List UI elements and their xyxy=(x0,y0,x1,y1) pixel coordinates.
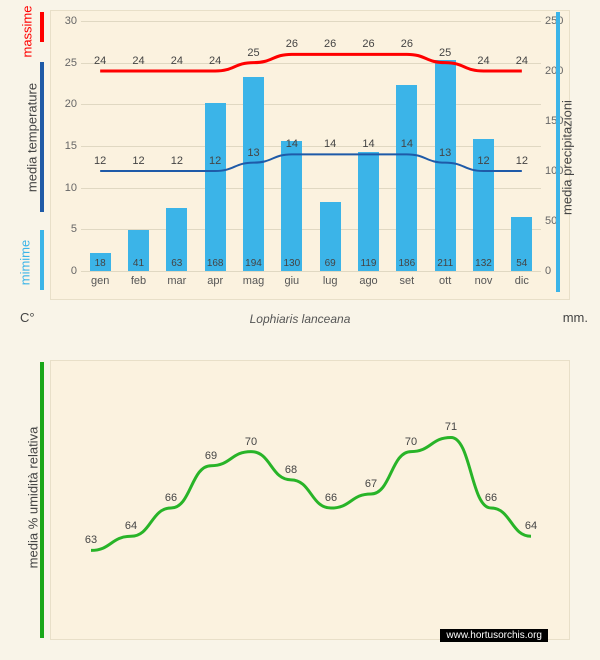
label-temperature: media temperature xyxy=(25,68,40,208)
line_min-value: 13 xyxy=(247,147,259,159)
line_max-value: 24 xyxy=(171,55,183,67)
line_min-value: 12 xyxy=(132,155,144,167)
label-massime: massime xyxy=(20,0,35,67)
ytick-left: 15 xyxy=(57,140,77,152)
month-tick: ago xyxy=(359,275,377,287)
line_max-value: 25 xyxy=(247,47,259,59)
climate-plot: 05101520253005010015020025018gen41feb63m… xyxy=(81,21,541,271)
line_min-value: 12 xyxy=(171,155,183,167)
line_max-value: 26 xyxy=(401,38,413,50)
line_min-value: 14 xyxy=(324,138,336,150)
humidity-value: 66 xyxy=(325,492,337,504)
ytick-left: 30 xyxy=(57,15,77,27)
sidebar-temperature xyxy=(40,62,44,212)
line_max-value: 26 xyxy=(324,38,336,50)
line_max-value: 24 xyxy=(477,55,489,67)
line_min-value: 12 xyxy=(94,155,106,167)
lines-overlay xyxy=(81,21,541,271)
month-tick: ott xyxy=(439,275,451,287)
humidity-value: 64 xyxy=(525,520,537,532)
line_max-value: 26 xyxy=(286,38,298,50)
line_min-value: 13 xyxy=(439,147,451,159)
humidity-value: 71 xyxy=(445,421,457,433)
month-tick: lug xyxy=(323,275,338,287)
month-tick: nov xyxy=(475,275,493,287)
sidebar-massime xyxy=(40,12,44,42)
month-tick: giu xyxy=(284,275,299,287)
humidity-value: 69 xyxy=(205,450,217,462)
month-tick: dic xyxy=(515,275,529,287)
line_min-value: 14 xyxy=(401,138,413,150)
humidity-overlay xyxy=(71,381,551,621)
line_min-value: 12 xyxy=(516,155,528,167)
label-humidity: media % umidità relativa xyxy=(26,413,41,583)
humidity-value: 64 xyxy=(125,520,137,532)
line_max-value: 25 xyxy=(439,47,451,59)
humidity-plot: 63 64 66 69 70 68 66 67 70 71 66 64 xyxy=(71,381,551,621)
species-caption: Lophiaris lanceana xyxy=(0,312,600,326)
ytick-left: 0 xyxy=(57,265,77,277)
humidity-line xyxy=(91,437,531,550)
label-minime: mimime xyxy=(18,233,33,293)
line_min-value: 12 xyxy=(209,155,221,167)
month-tick: gen xyxy=(91,275,109,287)
climate-chart-panel: 05101520253005010015020025018gen41feb63m… xyxy=(50,10,570,300)
line_max-value: 24 xyxy=(209,55,221,67)
month-tick: feb xyxy=(131,275,146,287)
month-tick: set xyxy=(399,275,414,287)
humidity-value: 63 xyxy=(85,534,97,546)
humidity-value: 70 xyxy=(405,436,417,448)
humidity-value: 68 xyxy=(285,464,297,476)
ytick-left: 10 xyxy=(57,182,77,194)
humidity-value: 67 xyxy=(365,478,377,490)
humidity-value: 66 xyxy=(165,492,177,504)
ytick-left: 25 xyxy=(57,57,77,69)
month-tick: mar xyxy=(167,275,186,287)
line_min-value: 14 xyxy=(362,138,374,150)
humidity-value: 70 xyxy=(245,436,257,448)
line_min-value: 12 xyxy=(477,155,489,167)
ytick-left: 5 xyxy=(57,223,77,235)
credit-badge: www.hortusorchis.org xyxy=(440,629,548,642)
line_min-line xyxy=(100,154,522,171)
sidebar-minime xyxy=(40,230,44,290)
line_max-value: 24 xyxy=(516,55,528,67)
ytick-left: 20 xyxy=(57,98,77,110)
line_max-value: 24 xyxy=(132,55,144,67)
line_max-line xyxy=(100,54,522,71)
month-tick: mag xyxy=(243,275,264,287)
line_max-value: 26 xyxy=(362,38,374,50)
sidebar-humidity xyxy=(40,362,44,638)
line_min-value: 14 xyxy=(286,138,298,150)
humidity-value: 66 xyxy=(485,492,497,504)
label-precip: media precipitazioni xyxy=(560,83,575,233)
line_max-value: 24 xyxy=(94,55,106,67)
month-tick: apr xyxy=(207,275,223,287)
humidity-chart-panel: 63 64 66 69 70 68 66 67 70 71 66 64 xyxy=(50,360,570,640)
